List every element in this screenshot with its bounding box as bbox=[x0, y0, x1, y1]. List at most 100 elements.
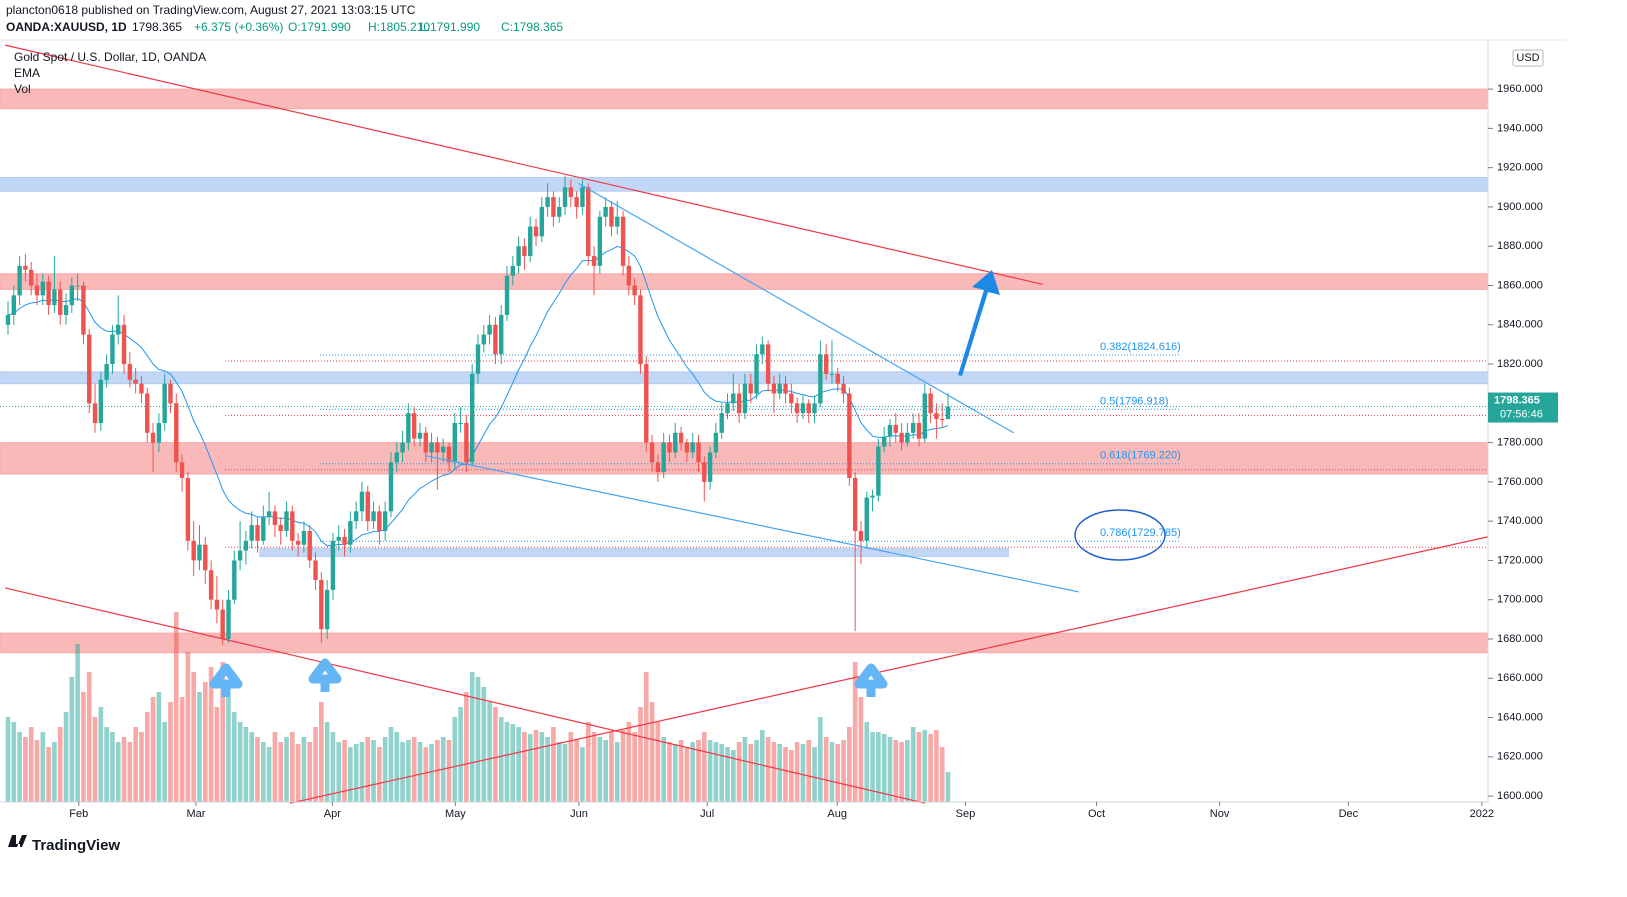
candle-body bbox=[226, 599, 231, 639]
plot-area: 0.382(1824.616) 0.5(1796.918) 0.618(1769.2… bbox=[0, 44, 1489, 804]
volume-bar bbox=[156, 692, 162, 802]
volume-bar bbox=[5, 717, 11, 802]
volume-bar bbox=[313, 727, 318, 802]
volume-bar bbox=[144, 712, 150, 802]
candle-body bbox=[104, 364, 109, 380]
volume-bar bbox=[719, 744, 725, 802]
volume-bar bbox=[858, 697, 864, 802]
volume-bar bbox=[69, 677, 75, 802]
volume-bar bbox=[75, 644, 80, 802]
x-tick-label: Jun bbox=[570, 808, 588, 820]
candle-body bbox=[400, 442, 405, 453]
candle-body bbox=[214, 599, 220, 610]
volume-bar bbox=[272, 732, 278, 802]
candle-body bbox=[481, 334, 487, 345]
candle-body bbox=[475, 344, 481, 374]
candle-body bbox=[551, 197, 556, 217]
volume-bar bbox=[852, 662, 858, 802]
currency: USD bbox=[1516, 52, 1539, 64]
candle-body bbox=[313, 560, 318, 581]
volume-bar bbox=[197, 692, 202, 802]
symbol: OANDA:XAUUSD, 1D bbox=[6, 20, 127, 34]
volume-bar bbox=[57, 727, 63, 802]
last-price-label: 1798.365 bbox=[1494, 394, 1540, 406]
volume-bar bbox=[922, 730, 928, 802]
candle-body bbox=[847, 393, 852, 478]
candle-body bbox=[168, 383, 173, 404]
up-arrow bbox=[209, 663, 243, 697]
candle-body bbox=[504, 275, 510, 315]
volume-bar bbox=[562, 744, 568, 802]
candle-body bbox=[81, 285, 86, 335]
volume-bar bbox=[777, 744, 783, 802]
candle-body bbox=[632, 285, 637, 296]
volume-bar bbox=[446, 740, 452, 802]
candle-body bbox=[754, 354, 759, 394]
candle-body bbox=[382, 511, 388, 531]
x-tick-label: Dec bbox=[1339, 808, 1359, 820]
volume-bar bbox=[423, 747, 429, 802]
volume-bar bbox=[864, 722, 870, 802]
volume-bar bbox=[910, 727, 916, 802]
candle-body bbox=[812, 403, 817, 414]
volume-bar bbox=[185, 652, 191, 802]
volume-bar bbox=[928, 734, 933, 802]
volume-bar bbox=[371, 740, 376, 802]
high: H:1805.210 bbox=[368, 20, 430, 34]
candle-body bbox=[63, 305, 69, 315]
volume-bar bbox=[458, 707, 463, 802]
candle-body bbox=[603, 206, 608, 217]
trend-line bbox=[4, 587, 925, 804]
volume-bar bbox=[429, 744, 434, 802]
candle-body bbox=[876, 446, 881, 496]
volume-bar bbox=[249, 732, 255, 802]
candle-body bbox=[893, 424, 898, 433]
volume-bar bbox=[748, 744, 754, 802]
candle-body bbox=[533, 226, 539, 237]
candle-body bbox=[353, 511, 359, 522]
candle-body bbox=[452, 422, 457, 463]
candle-body bbox=[110, 334, 115, 365]
candle-body bbox=[620, 216, 626, 266]
candle-body bbox=[655, 462, 661, 473]
x-tick-label: Apr bbox=[324, 808, 341, 820]
footer: TradingView bbox=[32, 837, 120, 854]
candle-body bbox=[272, 511, 278, 526]
candle-body bbox=[516, 246, 521, 266]
volume-bar bbox=[585, 722, 591, 802]
volume-bar bbox=[527, 734, 533, 802]
candle-body bbox=[910, 422, 916, 433]
candle-body bbox=[423, 432, 428, 453]
candle-body bbox=[829, 373, 835, 375]
y-tick-label: 1820.000 bbox=[1497, 358, 1543, 370]
last-price-tag bbox=[1488, 392, 1558, 423]
volume-bar bbox=[730, 750, 736, 802]
volume-bar bbox=[742, 737, 748, 802]
volume-bar bbox=[150, 697, 156, 802]
x-tick-label: Aug bbox=[827, 808, 847, 820]
candle-body bbox=[174, 403, 179, 463]
volume-bar bbox=[498, 717, 504, 802]
trend-line bbox=[4, 44, 1043, 285]
candle-body bbox=[411, 413, 417, 439]
trend-line bbox=[289, 536, 1488, 804]
volume-bar bbox=[34, 740, 40, 802]
volume-bar bbox=[255, 737, 260, 802]
volume-bar bbox=[28, 727, 34, 802]
volume-bar bbox=[342, 740, 347, 802]
candle-body bbox=[377, 511, 382, 531]
volume-bar bbox=[469, 672, 475, 802]
candle-body bbox=[562, 187, 568, 207]
volume-bar bbox=[783, 747, 788, 802]
volume-bar bbox=[464, 692, 469, 802]
volume-bar bbox=[887, 737, 893, 802]
x-tick-label: Oct bbox=[1088, 808, 1105, 820]
volume-bar bbox=[899, 742, 904, 802]
candle-body bbox=[864, 497, 869, 541]
candle-body bbox=[934, 413, 939, 420]
volume-bar bbox=[597, 737, 603, 802]
volume-bar bbox=[226, 697, 231, 802]
volume-bar bbox=[406, 740, 411, 802]
volume-bar bbox=[794, 742, 800, 802]
candle-body bbox=[870, 495, 875, 498]
